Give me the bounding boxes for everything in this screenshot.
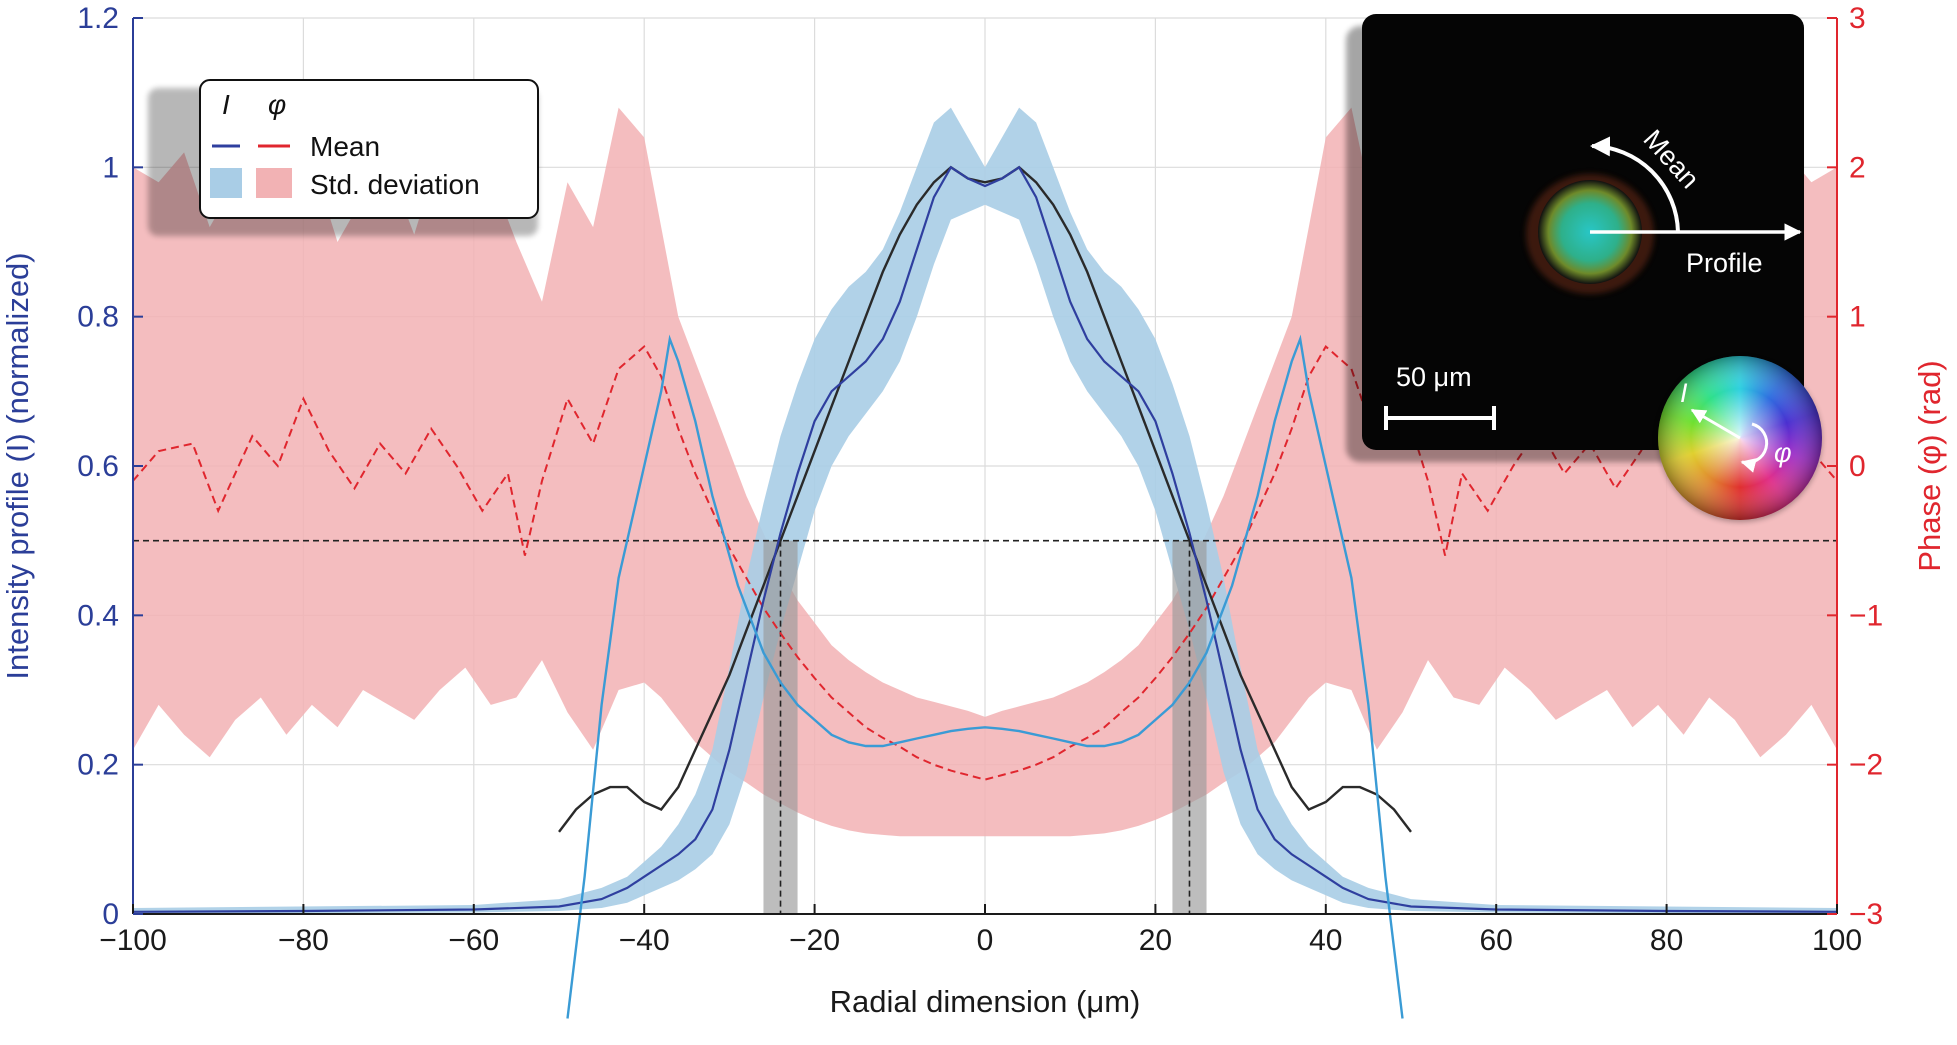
x-tick-label: 0 (977, 924, 994, 957)
y-left-tick-label: 0.2 (77, 749, 119, 782)
y-axis-left-title: Intensity profile (I) (normalized) (0, 252, 35, 679)
x-tick-label: 100 (1812, 924, 1862, 957)
legend-std-label: Std. deviation (310, 169, 480, 200)
inset-profile-label: Profile (1686, 248, 1763, 278)
legend-header-intensity: I (222, 89, 230, 120)
color-wheel: I φ (1658, 356, 1822, 522)
x-tick-label: −80 (278, 924, 329, 957)
y-left-tick-label: 1 (102, 151, 119, 184)
series-lines (133, 165, 1837, 1019)
y-axis-right-title: Phase (φ) (rad) (1912, 360, 1947, 571)
x-tick-label: 40 (1309, 924, 1342, 957)
y-right-tick-label: 3 (1849, 2, 1866, 35)
x-axis-title: Radial dimension (μm) (830, 984, 1141, 1019)
y-right-tick-label: 2 (1849, 151, 1866, 184)
y-left-tick-label: 0.6 (77, 450, 119, 483)
legend: I φ Mean Std. deviation (148, 79, 539, 236)
wheel-phase-arrow (1740, 422, 1769, 473)
x-tick-label: 20 (1139, 924, 1172, 957)
legend-mean-label: Mean (310, 131, 380, 162)
x-tick-label: −40 (619, 924, 670, 957)
legend-phase-std-swatch (256, 168, 292, 198)
wheel-intensity-label: I (1680, 378, 1688, 408)
y-right-tick-label: 1 (1849, 301, 1866, 334)
y-left-tick-label: 0.8 (77, 301, 119, 334)
axes: −100 −80 −60 −40 −20 0 20 40 60 80 10000.20.40.60.… (77, 2, 1883, 957)
black-profile-line (558, 165, 1412, 833)
inset-scale-label: 50 μm (1396, 362, 1472, 392)
x-tick-label: 80 (1650, 924, 1683, 957)
inset: Mean Profile 50 μm (1346, 14, 1804, 462)
y-left-tick-label: 0.4 (77, 599, 119, 632)
x-tick-label: −20 (789, 924, 840, 957)
wheel-intensity-arrow (1690, 408, 1741, 440)
y-right-tick-label: −2 (1849, 749, 1883, 782)
y-right-tick-label: 0 (1849, 450, 1866, 483)
phase-mean-line (133, 344, 1837, 781)
x-tick-label: 60 (1480, 924, 1513, 957)
y-right-tick-label: −3 (1849, 898, 1883, 931)
y-left-tick-label: 1.2 (77, 2, 119, 35)
legend-header-phase: φ (268, 89, 286, 120)
intensity-mean-line (133, 165, 1837, 913)
y-left-tick-label: 0 (102, 898, 119, 931)
reference-lines (133, 539, 1837, 914)
x-tick-label: −100 (99, 924, 167, 957)
inset-mean-arrow (1590, 136, 1680, 233)
wheel-phase-label: φ (1774, 438, 1792, 468)
light-blue-profile-line (566, 334, 1404, 1019)
legend-intensity-std-swatch (210, 168, 242, 198)
x-tick-label: −60 (448, 924, 499, 957)
y-right-tick-label: −1 (1849, 599, 1883, 632)
